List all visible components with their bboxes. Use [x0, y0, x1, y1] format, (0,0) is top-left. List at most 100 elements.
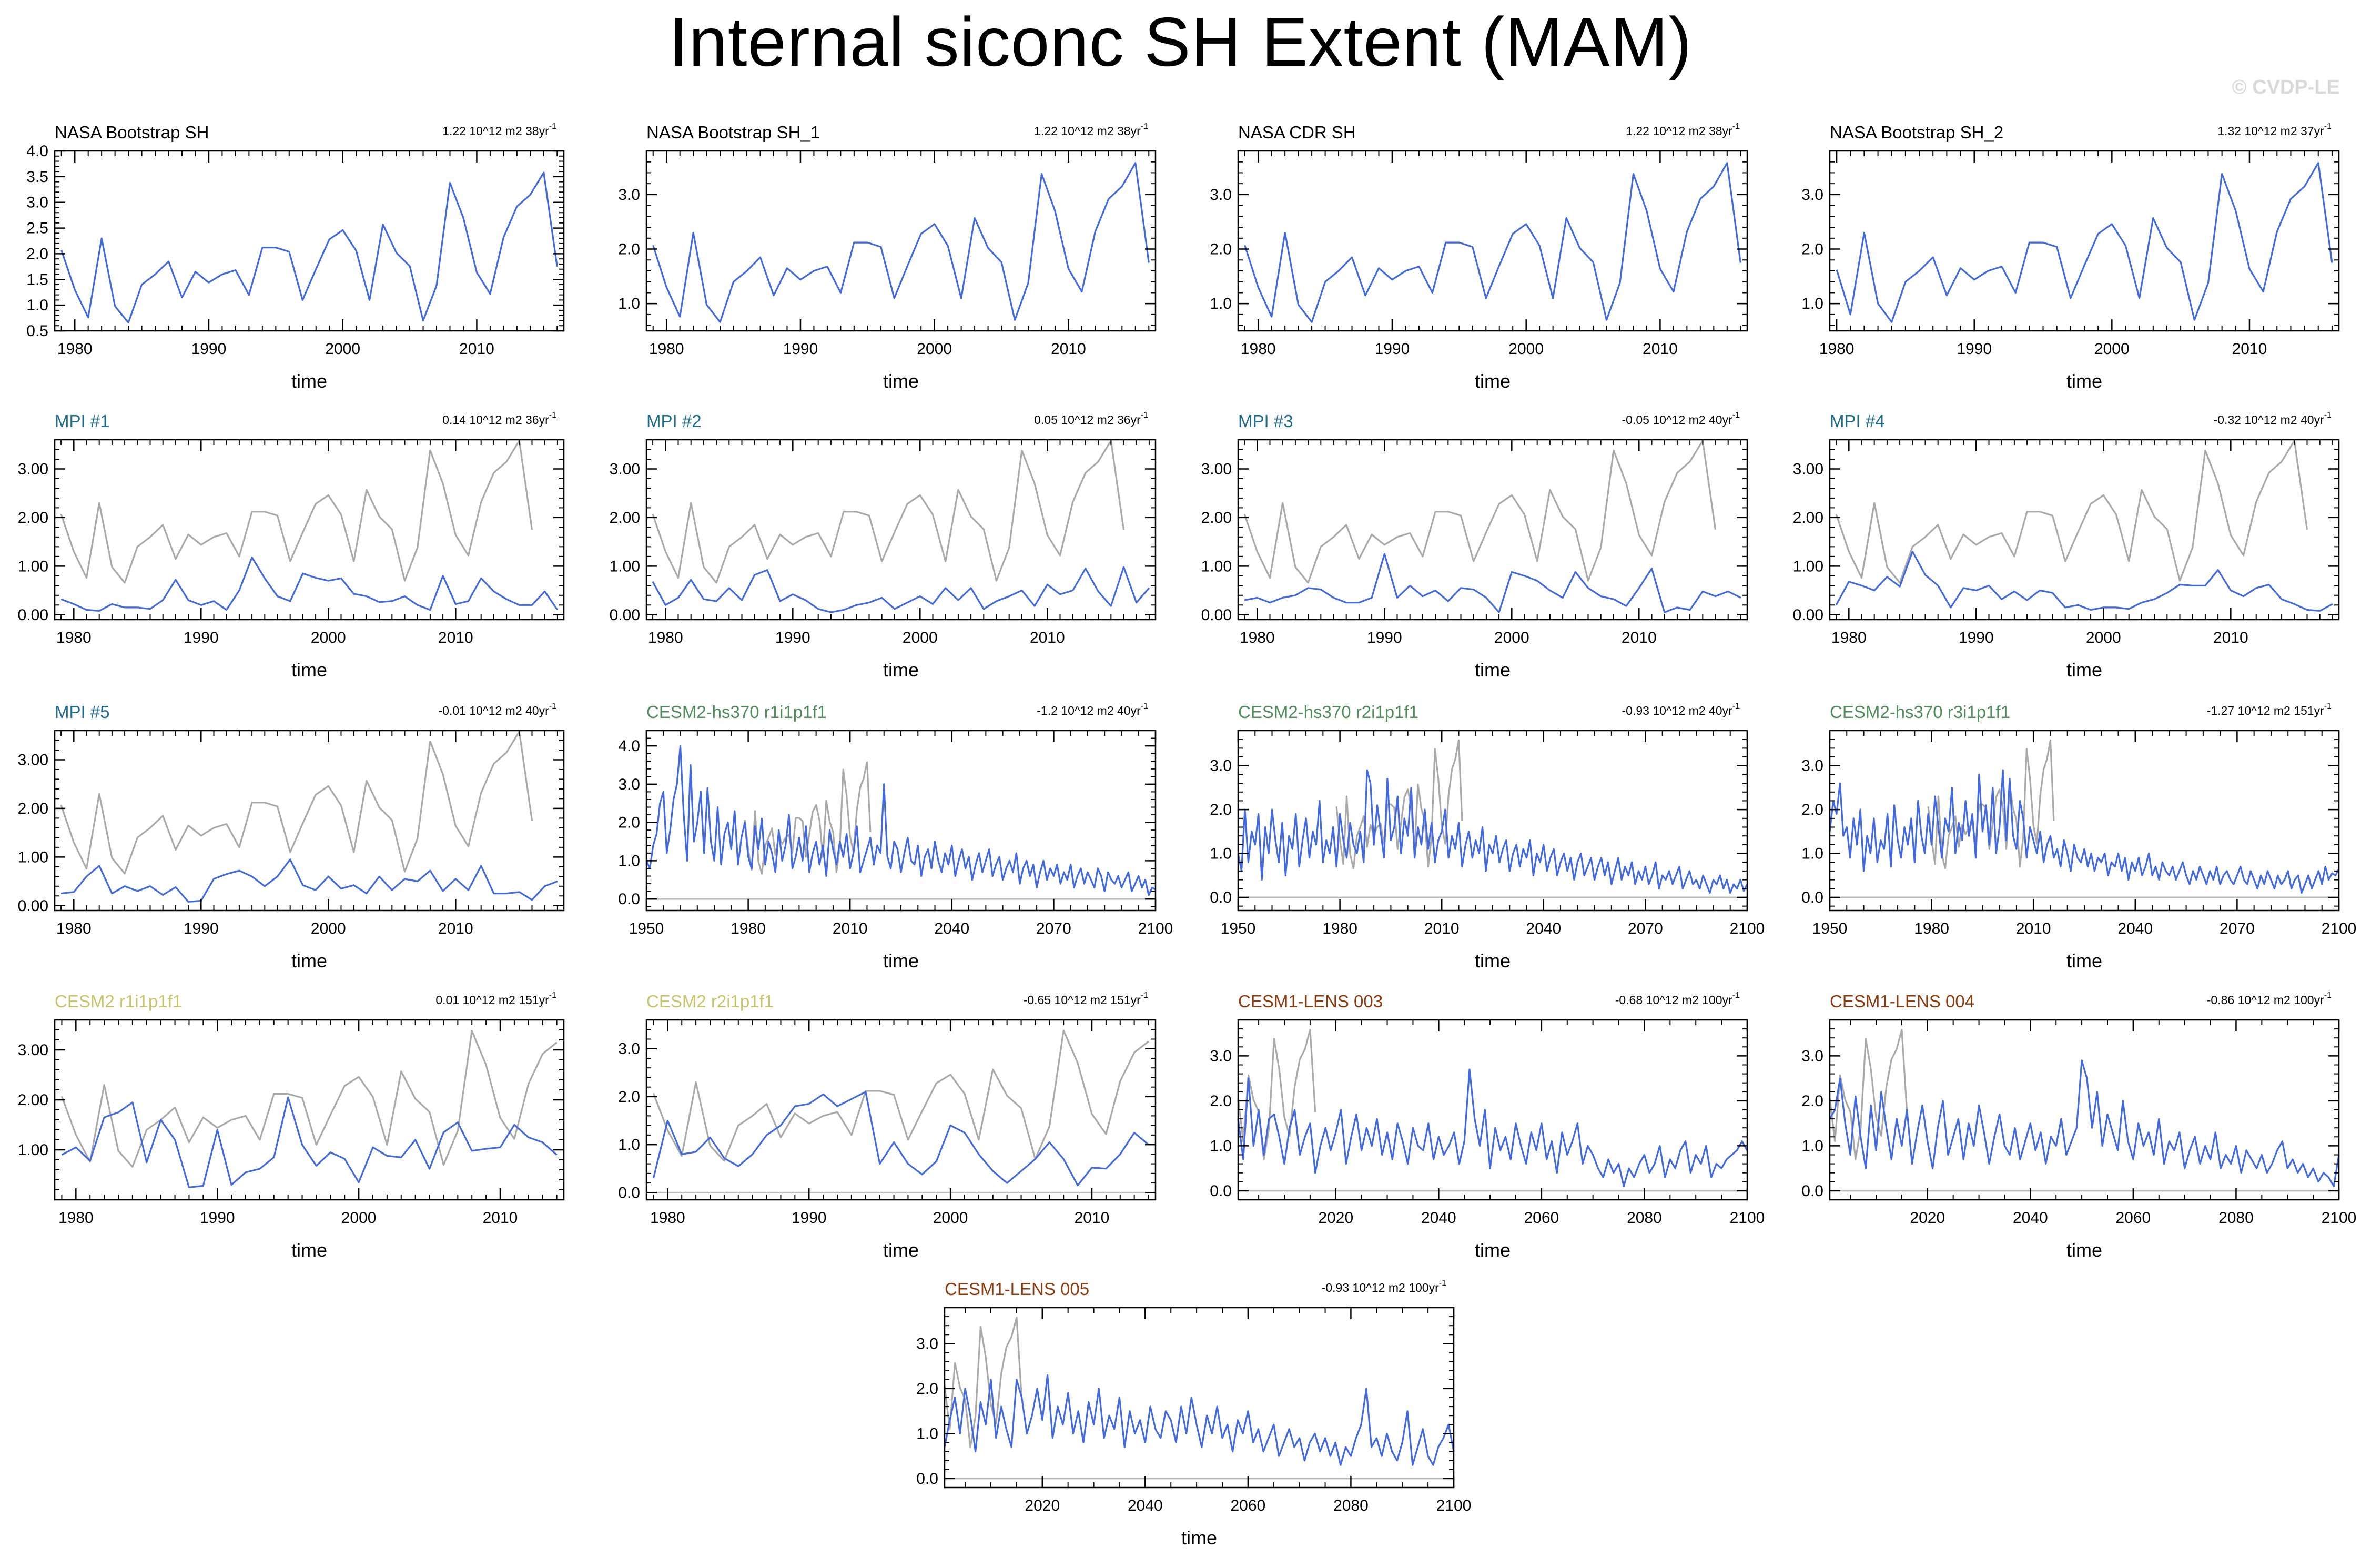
x-tick-label: 2000 — [311, 920, 346, 937]
plot-frame — [54, 439, 565, 621]
y-tick-label: 1.00 — [18, 558, 48, 575]
y-tick-label: 3.0 — [618, 776, 640, 793]
simulation-series-line — [1237, 1068, 1748, 1187]
x-tick-label: 2010 — [2232, 340, 2267, 358]
x-tick-label: 1950 — [1812, 920, 1848, 937]
chart-panel: 1980 1990 2000 2010 1.0 2.0 3.0 NASA Bootstrap … — [1801, 122, 2340, 392]
x-tick-label: 1980 — [1241, 340, 1276, 358]
plot-frame — [54, 150, 565, 332]
panel-title: MPI #2 — [646, 411, 702, 431]
x-tick-label: 2010 — [1424, 920, 1460, 937]
simulation-series-line — [645, 745, 1156, 896]
x-axis-label: time — [1475, 659, 1511, 681]
x-tick-label: 1990 — [783, 340, 818, 358]
simulation-series-line — [944, 1374, 1455, 1466]
simulation-series-line — [1244, 162, 1741, 323]
x-tick-label: 2100 — [1730, 1209, 1765, 1227]
trend-superscript: -1 — [549, 991, 556, 1000]
observation-series-line — [60, 440, 533, 584]
trend-label: -0.68 10^12 m2 100yr-1 — [1615, 991, 1740, 1007]
plot-frame — [1237, 150, 1748, 332]
x-tick-label: 1980 — [56, 629, 92, 646]
panel-title: NASA Bootstrap SH_2 — [1830, 123, 2003, 142]
trend-label: -0.93 10^12 m2 100yr-1 — [1322, 1279, 1446, 1294]
y-tick-label: 0.00 — [1201, 606, 1232, 624]
plot-frame — [645, 1019, 1157, 1201]
simulation-series-line — [60, 171, 558, 324]
x-axis-label: time — [883, 950, 919, 972]
trend-superscript: -1 — [2324, 122, 2332, 131]
x-axis-label: time — [2066, 659, 2102, 681]
simulation-series-line — [1237, 769, 1748, 894]
trend-label: -0.65 10^12 m2 151yr-1 — [1024, 991, 1148, 1007]
trend-label: -0.86 10^12 m2 100yr-1 — [2207, 991, 2332, 1007]
x-tick-label: 2040 — [934, 920, 969, 937]
x-tick-label: 2010 — [438, 629, 473, 646]
trend-label: -0.01 10^12 m2 40yr-1 — [439, 702, 557, 717]
y-tick-label: 1.0 — [1210, 295, 1232, 312]
x-tick-label: 2010 — [2213, 629, 2248, 646]
observation-series-line — [60, 731, 533, 875]
x-axis-label: time — [2066, 950, 2102, 972]
plot-frame — [1829, 150, 2340, 332]
panel-title: NASA Bootstrap SH_1 — [646, 123, 820, 142]
trend-superscript: -1 — [549, 411, 556, 420]
trend-label: 0.01 10^12 m2 151yr-1 — [435, 991, 556, 1007]
y-tick-label: 3.00 — [1793, 460, 1823, 478]
x-tick-label: 2000 — [341, 1209, 377, 1227]
x-tick-label: 2060 — [1524, 1209, 1559, 1227]
y-tick-label: 1.0 — [1210, 1137, 1232, 1155]
y-tick-label: 1.0 — [618, 852, 640, 869]
plot-frame — [1237, 730, 1748, 912]
chart-panel: 2020 2040 2060 2080 2100 0.0 1.0 2.0 3.0 CESM1-LE… — [1210, 991, 1765, 1261]
x-axis-label: time — [883, 1239, 919, 1261]
y-tick-label: 2.0 — [26, 245, 48, 262]
x-tick-label: 2070 — [1036, 920, 1071, 937]
observation-series-line — [652, 440, 1125, 584]
x-axis-label: time — [1475, 370, 1511, 392]
panel-title: CESM2-hs370 r2i1p1f1 — [1238, 702, 1418, 722]
y-tick-label: 1.00 — [610, 558, 640, 575]
y-tick-label: 4.0 — [618, 737, 640, 755]
x-tick-label: 1990 — [1959, 629, 1994, 646]
x-tick-label: 1990 — [200, 1209, 235, 1227]
chart-panel: 1950 1980 2010 2040 2070 2100 0.0 1.0 2.0 3.0 CESM… — [1801, 702, 2356, 972]
panel-title: MPI #5 — [55, 702, 110, 722]
y-tick-label: 3.0 — [1801, 1047, 1823, 1065]
x-axis-label: time — [291, 950, 327, 972]
x-tick-label: 2010 — [833, 920, 868, 937]
chart-panel: 1980 1990 2000 2010 0.00 1.00 2.00 3.00 MPI #5 -0… — [18, 702, 565, 972]
y-tick-label: 1.0 — [1801, 845, 1823, 863]
x-tick-label: 1990 — [775, 629, 810, 646]
y-tick-label: 0.00 — [1793, 606, 1823, 624]
x-tick-label: 1950 — [1221, 920, 1256, 937]
trend-superscript: -1 — [1732, 702, 1740, 711]
trend-label: 1.32 10^12 m2 37yr-1 — [2217, 122, 2332, 138]
y-tick-label: 0.0 — [618, 1184, 640, 1201]
observation-series-line — [1237, 1029, 1316, 1160]
observation-series-line — [60, 1030, 558, 1168]
x-axis-label: time — [2066, 1239, 2102, 1261]
x-tick-label: 1980 — [648, 629, 683, 646]
trend-superscript: -1 — [1732, 122, 1740, 131]
y-tick-label: 2.0 — [1210, 801, 1232, 818]
y-tick-label: 2.00 — [610, 509, 640, 527]
chart-panel: 2020 2040 2060 2080 2100 0.0 1.0 2.0 3.0 CESM1-LE… — [1801, 991, 2356, 1261]
y-tick-label: 3.0 — [26, 194, 48, 211]
y-tick-label: 3.0 — [618, 186, 640, 204]
trend-label: -0.93 10^12 m2 40yr-1 — [1622, 702, 1740, 717]
y-tick-label: 2.00 — [1201, 509, 1232, 527]
y-tick-label: 2.0 — [916, 1380, 938, 1398]
y-tick-label: 3.00 — [1201, 460, 1232, 478]
x-tick-label: 1990 — [191, 340, 227, 358]
y-tick-label: 2.0 — [618, 814, 640, 832]
x-tick-label: 2040 — [1128, 1497, 1163, 1514]
x-tick-label: 2100 — [2322, 1209, 2357, 1227]
panel-title: NASA CDR SH — [1238, 123, 1356, 142]
simulation-series-line — [652, 162, 1150, 323]
x-axis-label: time — [1475, 950, 1511, 972]
simulation-series-line — [1836, 162, 2333, 323]
x-tick-label: 1980 — [1831, 629, 1867, 646]
x-axis-label: time — [2066, 370, 2102, 392]
x-tick-label: 2060 — [2116, 1209, 2151, 1227]
